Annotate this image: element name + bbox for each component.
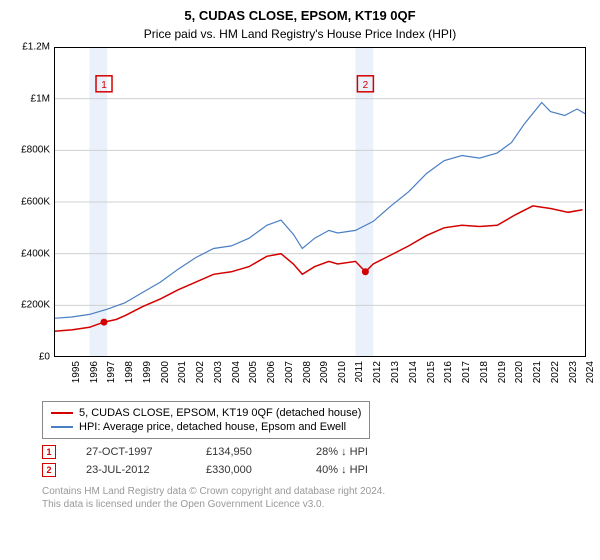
legend-item: HPI: Average price, detached house, Epso…	[51, 420, 361, 434]
transaction-price: £134,950	[206, 446, 286, 458]
x-tick-label: 1999	[142, 361, 153, 383]
chart-title: 5, CUDAS CLOSE, EPSOM, KT19 0QF	[0, 0, 600, 23]
svg-text:1: 1	[101, 80, 107, 91]
x-tick-label: 2017	[461, 361, 472, 383]
x-tick-label: 2022	[550, 361, 561, 383]
footer-line: This data is licensed under the Open Gov…	[42, 498, 600, 511]
y-tick-label: £200K	[21, 300, 54, 311]
transaction-table: 1 27-OCT-1997 £134,950 28% ↓ HPI 2 23-JU…	[42, 443, 600, 479]
legend-swatch	[51, 412, 73, 414]
legend-label: 5, CUDAS CLOSE, EPSOM, KT19 0QF (detache…	[79, 407, 361, 419]
chart-area: 12£0£200K£400K£600K£800K£1M£1.2M19951996…	[8, 47, 592, 357]
x-tick-label: 2009	[319, 361, 330, 383]
legend: 5, CUDAS CLOSE, EPSOM, KT19 0QF (detache…	[42, 401, 370, 439]
transaction-row: 1 27-OCT-1997 £134,950 28% ↓ HPI	[42, 443, 600, 461]
x-tick-label: 2018	[479, 361, 490, 383]
x-tick-label: 2007	[284, 361, 295, 383]
y-tick-label: £1M	[31, 93, 54, 104]
transaction-marker: 2	[42, 463, 56, 477]
x-tick-label: 2012	[372, 361, 383, 383]
x-tick-label: 1995	[71, 361, 82, 383]
y-tick-label: £600K	[21, 197, 54, 208]
x-tick-label: 2013	[390, 361, 401, 383]
svg-text:2: 2	[363, 80, 369, 91]
x-tick-label: 2006	[266, 361, 277, 383]
x-tick-label: 2016	[443, 361, 454, 383]
legend-item: 5, CUDAS CLOSE, EPSOM, KT19 0QF (detache…	[51, 406, 361, 420]
transaction-delta: 28% ↓ HPI	[316, 446, 368, 458]
attribution-footer: Contains HM Land Registry data © Crown c…	[42, 485, 600, 511]
x-tick-label: 2015	[425, 361, 436, 383]
y-tick-label: £400K	[21, 248, 54, 259]
x-tick-label: 2001	[177, 361, 188, 383]
footer-line: Contains HM Land Registry data © Crown c…	[42, 485, 600, 498]
x-tick-label: 2002	[195, 361, 206, 383]
x-tick-label: 2021	[532, 361, 543, 383]
x-tick-label: 2019	[496, 361, 507, 383]
y-tick-label: £1.2M	[22, 42, 54, 53]
x-tick-label: 2020	[514, 361, 525, 383]
legend-label: HPI: Average price, detached house, Epso…	[79, 421, 346, 433]
transaction-date: 23-JUL-2012	[86, 464, 176, 476]
legend-swatch	[51, 426, 73, 428]
y-tick-label: £0	[39, 352, 54, 363]
transaction-marker: 1	[42, 445, 56, 459]
x-tick-label: 2003	[213, 361, 224, 383]
transaction-date: 27-OCT-1997	[86, 446, 176, 458]
x-tick-label: 2000	[159, 361, 170, 383]
chart-container: { "title": "5, CUDAS CLOSE, EPSOM, KT19 …	[0, 0, 600, 560]
x-tick-label: 2004	[230, 361, 241, 383]
x-tick-label: 1998	[124, 361, 135, 383]
x-tick-label: 2024	[585, 361, 596, 383]
x-tick-label: 2005	[248, 361, 259, 383]
plot-region: 12£0£200K£400K£600K£800K£1M£1.2M19951996…	[54, 47, 586, 357]
x-tick-label: 2023	[567, 361, 578, 383]
x-tick-label: 2014	[408, 361, 419, 383]
transaction-delta: 40% ↓ HPI	[316, 464, 368, 476]
transaction-row: 2 23-JUL-2012 £330,000 40% ↓ HPI	[42, 461, 600, 479]
x-tick-label: 2010	[337, 361, 348, 383]
x-tick-label: 2008	[301, 361, 312, 383]
y-tick-label: £800K	[21, 145, 54, 156]
x-tick-label: 1997	[106, 361, 117, 383]
x-tick-label: 2011	[354, 361, 365, 383]
chart-subtitle: Price paid vs. HM Land Registry's House …	[0, 23, 600, 47]
transaction-price: £330,000	[206, 464, 286, 476]
x-tick-label: 1996	[88, 361, 99, 383]
